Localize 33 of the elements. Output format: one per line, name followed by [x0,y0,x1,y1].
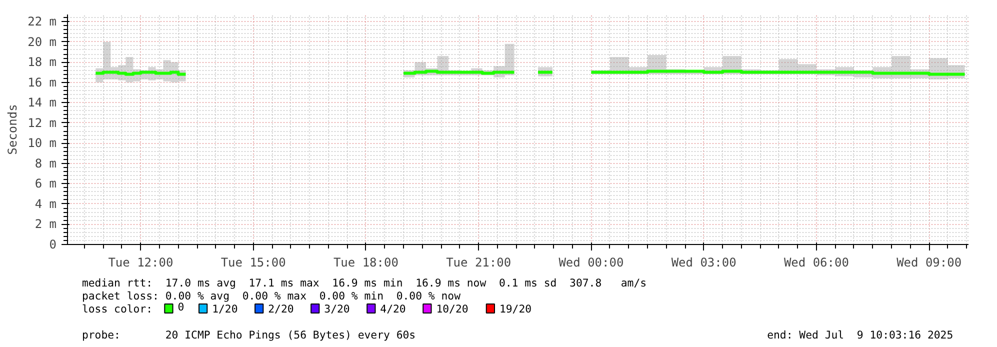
y-tick-label: 0 [49,238,57,252]
x-tick-label: Wed 00:00 [558,256,624,270]
text: probe: 20 ICMP Echo Pings (56 Bytes) every 60s [82,328,416,342]
x-tick-label: Wed 03:00 [671,256,736,270]
legend-title: loss color: [82,302,153,316]
y-tick-label: 12 m [28,116,57,130]
y-tick-label: 14 m [28,96,57,110]
x-tick-label: Wed 06:00 [784,256,849,270]
y-tick-label: 20 m [28,34,57,49]
legend-label: 19/20 [499,302,532,316]
x-tick-label: Tue 12:00 [108,256,174,270]
y-axis-title: Seconds [6,104,20,155]
y-tick-label: 2 m [34,217,57,232]
y-tick-label: 10 m [28,136,57,150]
legend-label: 3/20 [324,302,350,316]
y-tick-label: 6 m [34,176,57,191]
legend-label: 0 [178,300,184,314]
text: median rtt: 17.0 ms avg 17.1 ms max 16.9 ms min 16.9 ms now 0.1 ms sd 307.8 am/s [82,276,647,290]
y-tick-label: 18 m [28,55,57,70]
legend-label: 10/20 [436,302,468,316]
text: end: Wed Jul 9 10:03:16 2025 [767,328,954,342]
y-tick-label: 16 m [28,75,57,90]
x-tick-label: Tue 21:00 [446,256,512,270]
legend-label: 1/20 [212,302,238,316]
x-tick-label: Wed 09:00 [896,256,962,270]
text: packet loss: 0.00 % avg 0.00 % max 0.00 % min 0.00 % now [82,290,462,302]
y-tick-label: 22 m [28,14,57,29]
legend-label: 4/20 [380,302,406,316]
x-tick-label: Tue 15:00 [220,256,286,270]
y-tick-label: 4 m [34,196,57,211]
y-tick-label: 8 m [34,156,57,170]
legend-label: 2/20 [268,302,294,316]
x-tick-label: Tue 18:00 [333,256,398,270]
